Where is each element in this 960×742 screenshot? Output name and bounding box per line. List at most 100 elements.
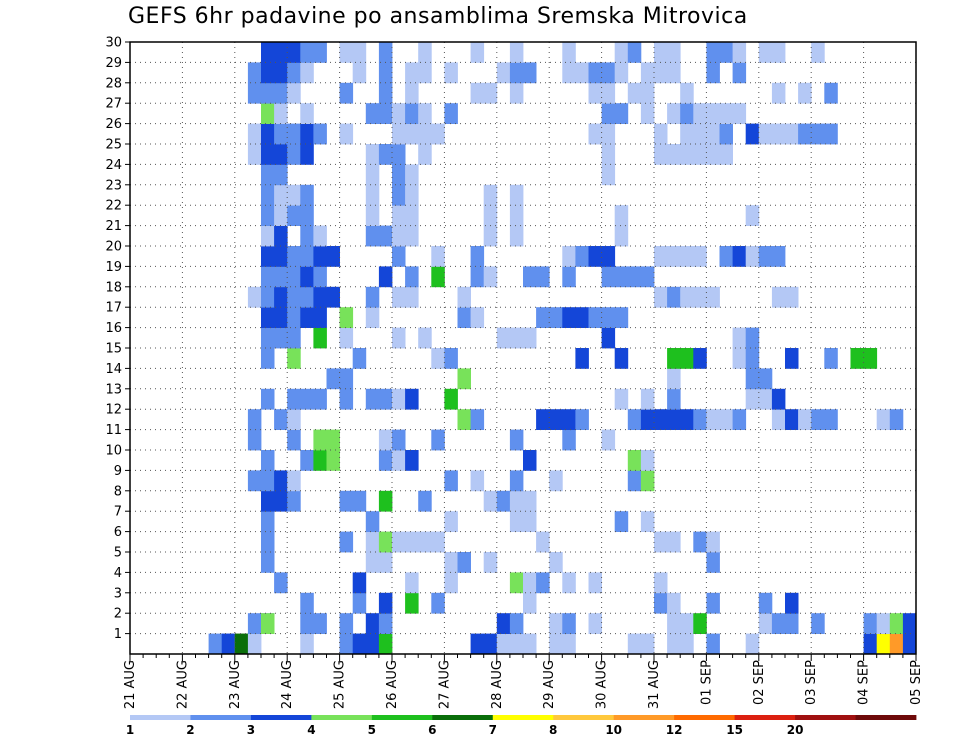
heatmap-cell [549,552,563,573]
x-tick-label: 23 AUG [228,660,243,709]
heatmap-cell [470,246,485,267]
heatmap-cell [261,225,275,247]
heatmap-cell [418,42,432,63]
heatmap-cell [627,266,642,288]
heatmap-cells [208,42,917,655]
heatmap-cell [274,42,288,63]
heatmap-cell [300,266,314,288]
heatmap-cell [536,409,550,430]
y-tick-label: 25 [105,138,122,153]
heatmap-cell [758,123,773,145]
heatmap-cell [339,368,354,390]
heatmap-cell [274,184,288,206]
heatmap-cell [745,388,760,410]
colorbar-swatch [311,715,373,720]
heatmap-cell [771,388,786,410]
heatmap-cell [640,266,655,288]
heatmap-cell [863,613,878,634]
y-tick-label: 12 [105,403,122,418]
y-tick-label: 13 [105,382,122,397]
heatmap-cell [287,348,301,369]
colorbar-swatch [674,715,736,720]
heatmap-cell [339,82,354,104]
colorbar-swatch [492,715,554,720]
heatmap-cell [274,164,288,186]
heatmap-cell [706,633,720,655]
heatmap-cell [496,633,511,655]
heatmap-cell [654,144,668,165]
heatmap-cell [654,409,668,430]
heatmap-cell [483,266,498,288]
heatmap-cell [785,286,799,308]
heatmap-cell [274,572,288,594]
heatmap-cell [444,552,458,573]
heatmap-cell [588,613,602,634]
colorbar-label: 15 [726,723,743,737]
heatmap-cell [300,450,314,471]
x-tick-label: 04 SEP [857,660,872,705]
colorbar-swatch [553,715,615,720]
colorbar-label: 6 [428,723,436,737]
heatmap-cell [496,490,511,512]
heatmap-cell [614,225,629,247]
heatmap-cell [365,388,380,410]
heatmap-cell [654,42,668,63]
heatmap-cell [261,511,275,532]
heatmap-cell [785,348,799,369]
colorbar-label: 2 [186,723,194,737]
heatmap-cell [261,184,275,206]
heatmap-cell [562,613,576,634]
x-tick-label: 03 SEP [804,660,819,705]
heatmap-cell [719,409,733,430]
colorbar-label: 3 [247,723,255,737]
heatmap-cell [339,307,354,328]
heatmap-cell [588,572,602,594]
heatmap-cell [680,633,694,655]
heatmap-cell [509,62,524,84]
heatmap-cell [261,286,275,308]
heatmap-cell [785,409,799,430]
heatmap-cell [562,246,576,267]
heatmap-cell [274,82,288,104]
y-tick-label: 18 [105,280,122,295]
colorbar-swatch [371,715,433,720]
heatmap-cell [785,592,799,614]
heatmap-cell [640,633,655,655]
heatmap-cell [601,62,616,84]
heatmap-cell [732,327,747,349]
heatmap-cell [745,327,760,349]
heatmap-cell [758,613,773,634]
heatmap-cell [601,327,616,349]
heatmap-cell [365,511,380,532]
y-tick-label: 21 [105,219,122,234]
heatmap-cell [313,307,327,328]
heatmap-cell [509,205,524,226]
heatmap-cell [745,348,760,369]
heatmap-cell [680,409,694,430]
heatmap-cell [811,42,825,63]
heatmap-cell [352,42,367,63]
heatmap-cell [378,613,393,634]
heatmap-cell [274,327,288,349]
heatmap-cell [274,103,288,124]
heatmap-cell [680,144,694,165]
heatmap-cell [365,307,380,328]
y-tick-label: 28 [105,76,122,91]
y-tick-label: 27 [105,97,122,112]
heatmap-cell [496,613,511,634]
heatmap-cell [300,205,314,226]
x-tick-label: 24 AUG [280,660,295,709]
heatmap-cell [601,246,616,267]
heatmap-cell [523,327,537,349]
heatmap-cell [287,490,301,512]
heatmap-cell [339,490,354,512]
heatmap-cell [509,327,524,349]
heatmap-cell [352,348,367,369]
heatmap-cell [693,123,707,145]
heatmap-cell [732,409,747,430]
heatmap-cell [706,42,720,63]
heatmap-cell [732,42,747,63]
heatmap-cell [523,450,537,471]
y-tick-label: 20 [105,240,122,255]
